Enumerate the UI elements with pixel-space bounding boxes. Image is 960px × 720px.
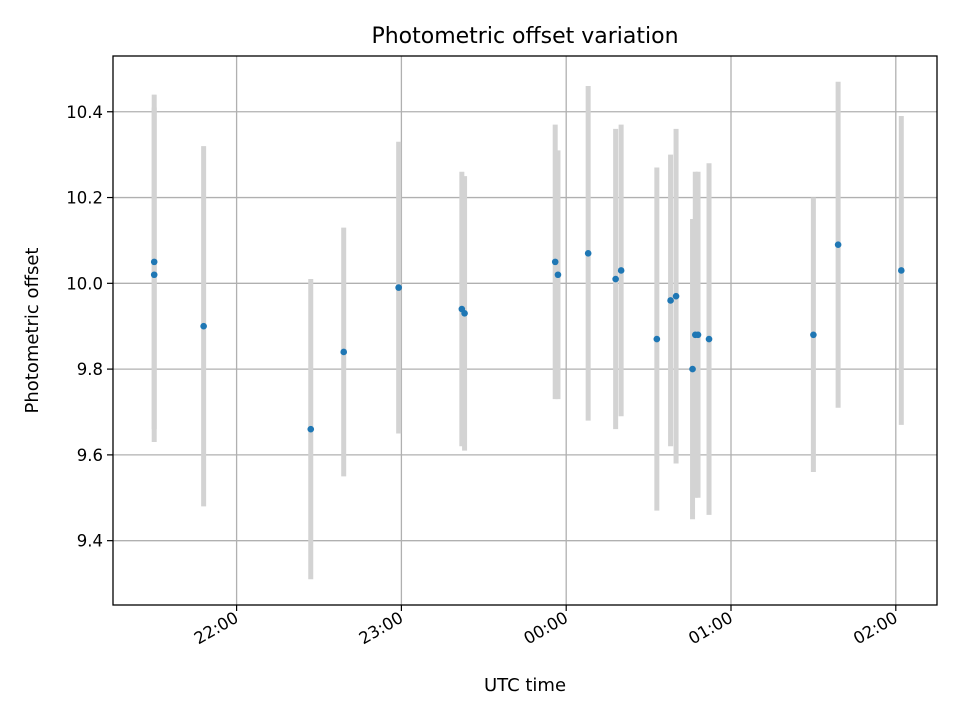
data-point [810,331,817,339]
data-point [617,267,625,274]
data-point [897,267,905,274]
error-bars [151,81,904,580]
x-tick-label: 00:00 [521,608,572,648]
x-axis-ticks: 22:00 23:00 00:00 01:00 02:00 [191,605,901,648]
x-axis-label: UTC time [484,675,566,696]
data-point [461,310,468,317]
data-point [689,365,696,373]
data-point [653,335,661,343]
y-tick-label: 9.8 [77,360,103,379]
y-tick-label: 10.4 [66,103,103,122]
data-point [672,292,680,300]
grid-lines [113,56,937,605]
data-point [667,297,674,304]
data-point [705,335,713,343]
y-axis-label: Photometric offset [22,248,43,414]
data-points [150,241,905,433]
axes-frame [112,55,938,606]
x-tick-label: 01:00 [685,608,736,648]
y-tick-label: 9.4 [77,532,103,551]
data-point [584,249,592,257]
data-point [554,271,562,279]
data-point [340,348,348,356]
data-point [834,241,842,249]
data-point [150,258,158,266]
data-point [200,322,207,330]
data-point [395,284,402,291]
data-point [551,258,559,266]
data-point [150,271,158,279]
y-tick-label: 10.2 [66,189,103,208]
y-tick-label: 10.0 [66,274,103,293]
x-tick-label: 22:00 [191,608,242,648]
x-tick-label: 23:00 [356,608,407,648]
data-point [612,275,619,283]
chart-title: Photometric offset variation [371,24,678,49]
data-point [307,425,315,433]
y-tick-label: 9.6 [77,446,103,465]
data-point [694,331,702,339]
x-tick-label: 02:00 [850,608,901,648]
y-axis-ticks: 9.4 9.6 9.8 10.0 10.2 10.4 [66,103,113,551]
